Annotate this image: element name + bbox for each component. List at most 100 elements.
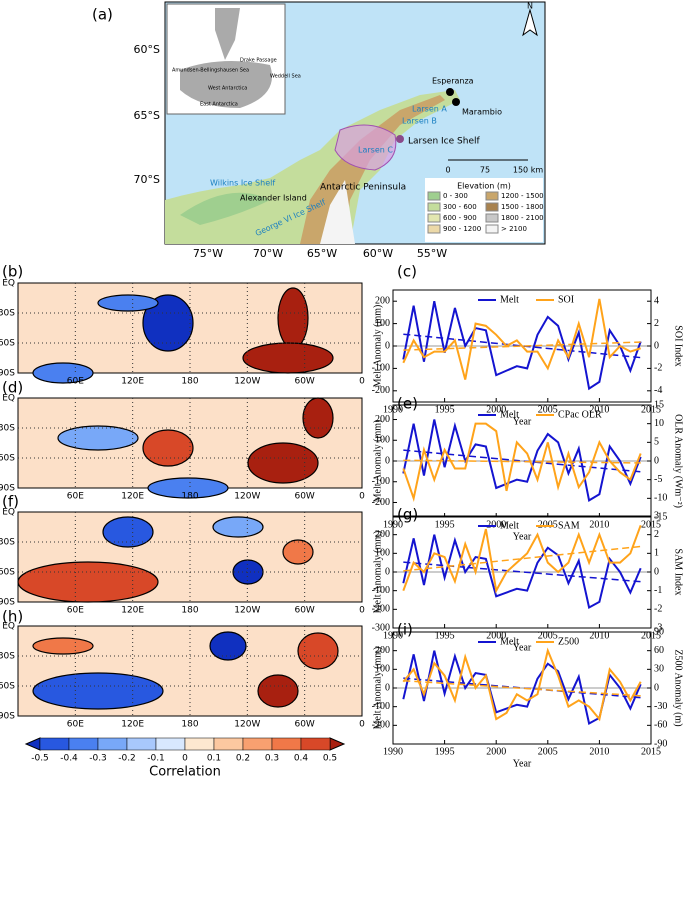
lat-label: 30S — [0, 424, 15, 434]
legend-swatch — [485, 224, 499, 234]
island — [180, 192, 270, 225]
lat-label: 30S — [0, 538, 15, 548]
series-line — [402, 534, 642, 609]
legend-label: 900 - 1200 — [443, 225, 481, 233]
legend-label: Melt — [500, 294, 519, 305]
map-anomaly — [32, 672, 164, 710]
north-label: N — [527, 2, 533, 11]
map-anomaly — [142, 294, 194, 352]
inset-label: Amundsen-Bellingshausen Sea — [172, 68, 249, 74]
panel-label: (a) — [92, 6, 113, 24]
lat-label: 90S — [0, 484, 15, 494]
legend-swatch — [427, 202, 441, 212]
y2-tick-label: -90 — [654, 738, 667, 749]
y2-tick-label: -2 — [654, 363, 662, 374]
inset-land — [180, 61, 272, 108]
lon-label: 75°W — [193, 247, 223, 260]
site — [396, 135, 404, 143]
legend-swatch — [485, 202, 499, 212]
lon-label: 0 — [359, 720, 365, 730]
legend-label: SAM — [558, 520, 580, 531]
x-tick-label: 2005 — [538, 519, 558, 530]
inset-label: East Antarctica — [200, 102, 238, 108]
y2-axis-label: SOI Index — [673, 325, 684, 366]
x-tick-label: 2000 — [486, 404, 506, 415]
y2-tick-label: 4 — [654, 295, 659, 306]
x-tick-label: 1995 — [435, 630, 455, 641]
y-axis-label: Melt Anomaly (mm) — [372, 531, 383, 614]
scale-label: 75 — [480, 166, 490, 175]
map-anomaly — [102, 516, 154, 548]
lat-label: 60S — [0, 454, 15, 464]
y2-tick-label: 2 — [654, 529, 659, 540]
y2-tick-label: 10 — [654, 418, 664, 429]
trend-line — [403, 561, 641, 583]
place-label: Larsen B — [402, 117, 437, 126]
inset-land — [215, 8, 240, 60]
lat-label: EQ — [2, 508, 15, 518]
y2-tick-label: -3 — [654, 622, 662, 633]
colorbar-bin — [155, 737, 186, 751]
colorbar-bin — [271, 737, 302, 751]
map-anomaly — [257, 674, 299, 708]
x-tick-label: 1995 — [435, 519, 455, 530]
lon-label: 55°W — [417, 247, 447, 260]
lat-label: EQ — [2, 622, 15, 632]
y2-tick-label: -10 — [654, 493, 667, 504]
inset-label: Weddell Sea — [270, 74, 301, 80]
legend-swatch — [427, 191, 441, 201]
legend-swatch — [427, 213, 441, 223]
y-tick-label: 200 — [375, 295, 390, 306]
lon-label: 60E — [67, 720, 84, 730]
y-tick-label: 200 — [375, 414, 390, 425]
colorbar-bin — [39, 737, 70, 751]
series-line — [402, 524, 642, 594]
x-tick-label: 2005 — [538, 630, 558, 641]
legend-label: > 2100 — [501, 225, 527, 233]
legend-label: 1500 - 1800 — [501, 203, 544, 211]
series-line — [402, 301, 642, 391]
trend-line — [403, 333, 641, 359]
colorbar-end — [329, 737, 346, 751]
map-anomaly — [17, 561, 159, 603]
legend-swatch — [427, 224, 441, 234]
colorbar-bin — [213, 737, 244, 751]
lat-label: EQ — [2, 279, 15, 289]
y2-tick-label: -1 — [654, 585, 662, 596]
lon-label: 120E — [121, 720, 144, 730]
y2-tick-label: -30 — [654, 701, 667, 712]
place-label: Marambio — [462, 108, 502, 117]
lat-label: 60S — [0, 339, 15, 349]
map-anomaly — [302, 397, 334, 439]
panel-label: (g) — [397, 506, 418, 524]
lon-label: 70°W — [253, 247, 283, 260]
colorbar-tick: -0.5 — [31, 754, 49, 764]
highland — [320, 180, 355, 244]
legend-label: 600 - 900 — [443, 214, 477, 222]
y-tick-label: 100 — [375, 664, 390, 675]
map-anomaly — [242, 342, 334, 374]
scale-label: 0 — [445, 166, 450, 175]
larsen-shelf — [334, 124, 397, 171]
y-tick-label: 100 — [375, 435, 390, 446]
y-tick-label: -200 — [372, 497, 390, 508]
north-arrow — [522, 8, 538, 37]
series-line — [402, 422, 642, 503]
y2-tick-label: 0 — [654, 566, 659, 577]
map-anomaly — [297, 632, 339, 670]
y-tick-label: 0 — [385, 340, 390, 351]
x-tick-label: 2000 — [486, 519, 506, 530]
lon-label: 0 — [359, 606, 365, 616]
panel-label: (i) — [397, 621, 413, 639]
place-label: Larsen Ice Shelf — [408, 137, 480, 147]
map-anomaly — [147, 477, 229, 499]
y2-tick-label: -15 — [654, 511, 667, 522]
y2-tick-label: 5 — [654, 437, 659, 448]
legend-label: Melt — [500, 636, 519, 647]
legend-label: Melt — [500, 520, 519, 531]
y-tick-label: -200 — [372, 604, 390, 615]
lon-label: 180 — [181, 720, 198, 730]
colorbar-tick: 0.3 — [265, 754, 279, 764]
lon-label: 120W — [234, 720, 260, 730]
